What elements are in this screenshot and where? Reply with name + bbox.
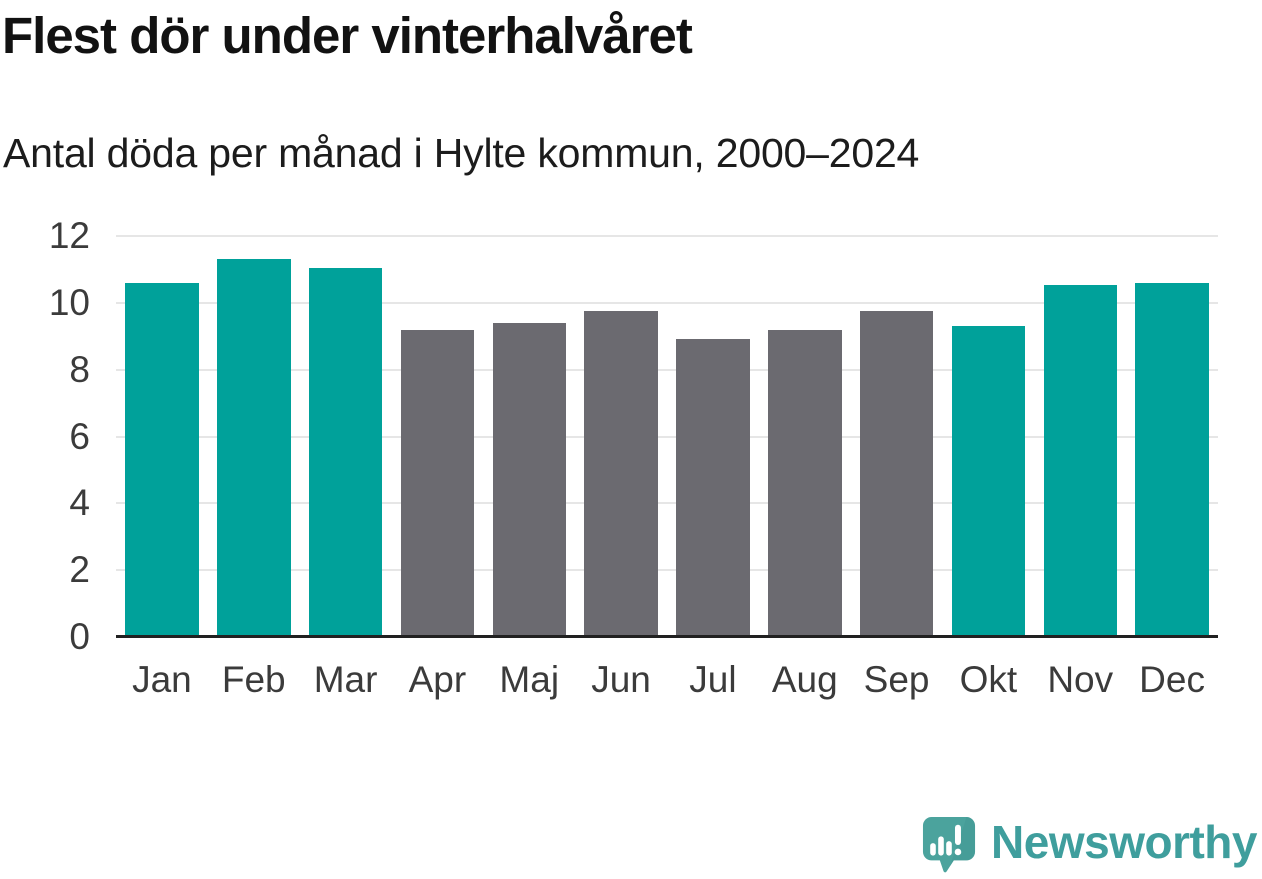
x-tick-label-jul: Jul (689, 659, 737, 700)
x-tick-label-nov: Nov (1047, 659, 1114, 700)
bar-sep (859, 310, 934, 637)
x-tick-label-jun: Jun (591, 659, 651, 700)
gridline-8 (116, 368, 1218, 371)
bar-jul (676, 338, 750, 637)
y-tick-label-8: 8 (69, 348, 90, 390)
x-tick-label-apr: Apr (408, 659, 467, 700)
x-tick-label-mar: Mar (313, 659, 378, 700)
x-tick-label-dec: Dec (1139, 659, 1205, 700)
bar-apr (400, 329, 475, 637)
bar-aug (768, 329, 842, 637)
gridline-2 (116, 569, 1218, 572)
gridline-12 (116, 235, 1218, 237)
bar-mar (308, 268, 383, 637)
chart-subtitle: Antal döda per månad i Hylte kommun, 200… (3, 130, 920, 176)
x-tick-label-sep: Sep (863, 659, 930, 700)
y-tick-label-10: 10 (48, 281, 90, 323)
y-tick-label-0: 0 (69, 616, 90, 657)
newsworthy-logo-icon (923, 817, 976, 873)
bar-jun (584, 310, 658, 637)
y-tick-label-12: 12 (48, 215, 90, 256)
x-axis-baseline (116, 635, 1218, 638)
x-tick-label-maj: Maj (499, 659, 560, 700)
x-tick-label-okt: Okt (959, 659, 1018, 700)
bar-okt (951, 325, 1026, 637)
bar-chart-plot-area: 0 2 4 6 8 10 12 Jan Feb Mar Apr Maj Jun Jul Aug Sep Okt… (49, 216, 1218, 700)
y-tick-label-4: 4 (69, 482, 90, 524)
bar-maj (492, 322, 566, 637)
gridline-6 (116, 435, 1218, 438)
bar-feb (217, 258, 291, 637)
x-tick-label-jan: Jan (132, 659, 192, 700)
x-tick-label-feb: Feb (221, 659, 286, 700)
y-tick-label-2: 2 (69, 549, 90, 591)
gridline-4 (116, 502, 1218, 505)
y-tick-label-6: 6 (69, 415, 90, 457)
x-tick-label-aug: Aug (771, 659, 838, 700)
newsworthy-branding: Newsworthy (922, 816, 1257, 874)
bar-dec (1135, 282, 1209, 637)
bar-nov (1043, 285, 1117, 637)
gridline-10 (116, 301, 1218, 304)
newsworthy-logo-text: Newsworthy (991, 816, 1257, 868)
chart-title: Flest dör under vinterhalvåret (2, 7, 693, 64)
bar-jan (125, 282, 199, 637)
